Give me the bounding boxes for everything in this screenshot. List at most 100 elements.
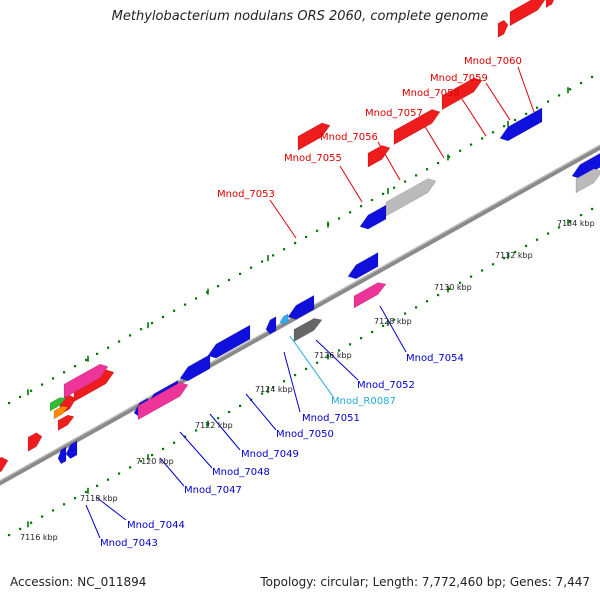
gene-label[interactable]: Mnod_R0087 xyxy=(331,396,396,407)
track-dot xyxy=(184,435,187,438)
track-dot xyxy=(217,285,220,288)
track-dot xyxy=(85,490,88,494)
gene-label[interactable]: Mnod_7044 xyxy=(127,520,185,531)
track-dot xyxy=(558,94,561,97)
gene-label[interactable]: Mnod_7056 xyxy=(320,132,378,143)
track-dot xyxy=(8,533,11,537)
track-dot xyxy=(261,260,264,263)
gene-arrow xyxy=(49,397,67,412)
track-dot xyxy=(228,410,231,414)
track-dot xyxy=(591,207,594,211)
gene-arrow xyxy=(207,324,251,359)
track-dot xyxy=(437,293,440,297)
track-dot xyxy=(228,278,231,282)
track-dot xyxy=(569,220,572,223)
track-dot xyxy=(206,423,209,426)
leader-line xyxy=(485,82,511,121)
track-dot xyxy=(52,377,55,380)
track-dot xyxy=(415,174,418,177)
track-dot xyxy=(569,88,572,91)
leader-line xyxy=(95,496,127,521)
track-dot xyxy=(371,198,374,202)
track-dot xyxy=(580,82,583,85)
track-dot xyxy=(41,383,44,386)
track-dot xyxy=(118,340,121,343)
track-dot xyxy=(85,358,88,362)
track-dot xyxy=(151,453,154,457)
genome-title: Methylobacterium nodulans ORS 2060, comp… xyxy=(111,9,489,24)
gene-label[interactable]: Mnod_7059 xyxy=(430,73,488,84)
track-dot xyxy=(129,334,132,337)
track-dot xyxy=(283,248,286,251)
track-dot xyxy=(514,250,517,254)
track-dot xyxy=(371,330,374,334)
track-dot xyxy=(459,149,462,152)
leader-line xyxy=(461,98,487,137)
track-dot xyxy=(294,241,297,245)
gene-label[interactable]: Mnod_7052 xyxy=(357,380,415,391)
track-dot xyxy=(360,337,363,340)
track-dot xyxy=(239,404,242,407)
gene-label[interactable]: Mnod_7058 xyxy=(402,88,460,99)
track-dot xyxy=(206,291,209,294)
track-dot xyxy=(448,155,451,159)
track-dot xyxy=(107,346,110,349)
track-dot xyxy=(118,472,121,475)
gene-arrow xyxy=(179,354,211,382)
leader-line xyxy=(159,457,185,487)
track-dot xyxy=(63,371,66,374)
gene-arrow xyxy=(497,19,509,38)
track-dot xyxy=(8,401,11,405)
gene-label[interactable]: Mnod_7060 xyxy=(464,56,522,67)
gene-arrow xyxy=(393,109,441,146)
scale-labels: 7116 kbp 7118 kbp 7120 kbp 7122 kbp 7124… xyxy=(20,219,595,542)
track-dot xyxy=(536,106,539,109)
gene-label[interactable]: Mnod_7057 xyxy=(365,108,423,119)
track-dot xyxy=(195,297,198,300)
track-dot xyxy=(426,168,429,171)
track-dot xyxy=(305,367,308,371)
gene-labels: Mnod_7053 Mnod_7055 Mnod_7056 Mnod_7057 … xyxy=(100,56,522,549)
accession-text: Accession: NC_011894 xyxy=(10,575,147,589)
track-dot xyxy=(503,125,506,128)
track-dot xyxy=(129,466,132,469)
topology-text: Topology: circular; Length: 7,772,460 bp… xyxy=(260,575,590,589)
gene-arrow xyxy=(65,440,78,459)
track-dot xyxy=(349,343,352,346)
track-dot xyxy=(140,328,143,331)
gene-arrow xyxy=(27,432,43,452)
track-dot xyxy=(63,503,66,506)
track-dot xyxy=(481,269,484,272)
scale-label: 7134 kbp xyxy=(557,219,595,228)
gene-features xyxy=(0,0,600,473)
track-dot xyxy=(74,497,77,500)
track-dot xyxy=(195,429,198,432)
gene-label[interactable]: Mnod_7049 xyxy=(241,449,299,460)
track-dot xyxy=(470,143,473,146)
gene-label[interactable]: Mnod_7054 xyxy=(406,353,464,364)
leader-line xyxy=(269,199,297,239)
scale-label: 7124 kbp xyxy=(255,385,293,394)
gene-label[interactable]: Mnod_7053 xyxy=(217,189,275,200)
gene-arrow xyxy=(359,204,387,230)
gene-label[interactable]: Mnod_7048 xyxy=(212,467,270,478)
gene-label[interactable]: Mnod_7043 xyxy=(100,538,158,549)
scale-label: 7128 kbp xyxy=(374,317,412,326)
gene-label[interactable]: Mnod_7047 xyxy=(184,485,242,496)
track-dot xyxy=(492,131,495,134)
leader-line xyxy=(283,351,301,413)
track-dot xyxy=(239,272,242,275)
scale-label: 7122 kbp xyxy=(195,421,233,430)
track-dot xyxy=(536,238,539,241)
gene-label[interactable]: Mnod_7055 xyxy=(284,153,342,164)
track-dot xyxy=(316,229,319,232)
track-dot xyxy=(283,380,286,383)
gene-label[interactable]: Mnod_7051 xyxy=(302,413,360,424)
gene-label[interactable]: Mnod_7050 xyxy=(276,429,334,440)
track-dot xyxy=(525,244,528,247)
track-dot xyxy=(525,112,528,115)
gene-arrow xyxy=(509,0,546,27)
track-dot xyxy=(382,324,385,327)
track-dot xyxy=(261,392,264,395)
